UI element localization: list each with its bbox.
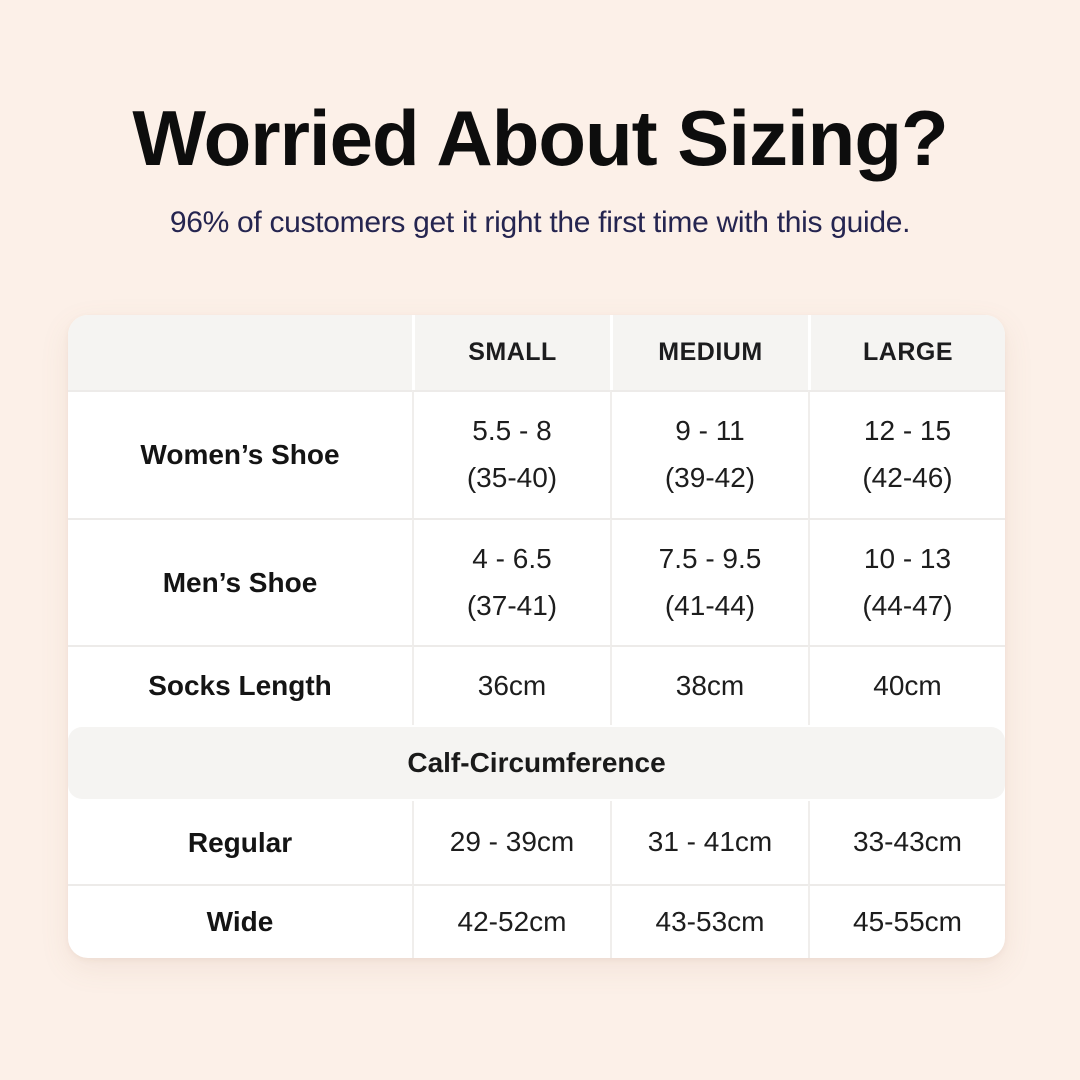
cell-wide-medium: 43-53cm bbox=[610, 884, 808, 958]
size-table-grid: SMALL MEDIUM LARGE Women’s Shoe 5.5 - 8 … bbox=[68, 315, 1005, 958]
value-line: (44-47) bbox=[862, 589, 953, 621]
size-table-card: SMALL MEDIUM LARGE Women’s Shoe 5.5 - 8 … bbox=[68, 315, 1005, 958]
cell-womens-large: 12 - 15 (42-46) bbox=[808, 390, 1005, 518]
value-line: 9 - 11 bbox=[675, 415, 745, 447]
section-band-row: Calf-Circumference bbox=[68, 725, 1005, 801]
value-line: (37-41) bbox=[466, 589, 558, 621]
value-line: 36cm bbox=[477, 669, 547, 701]
value-line: (42-46) bbox=[862, 462, 953, 493]
cell-mens-large: 10 - 13 (44-47) bbox=[808, 518, 1005, 645]
cell-socks-large: 40cm bbox=[808, 645, 1005, 725]
page-subtitle: 96% of customers get it right the first … bbox=[169, 206, 911, 239]
cell-mens-small: 4 - 6.5 (37-41) bbox=[412, 518, 610, 645]
cell-socks-small: 36cm bbox=[412, 645, 610, 725]
cell-regular-small: 29 - 39cm bbox=[412, 801, 610, 884]
row-label-womens-shoe: Women’s Shoe bbox=[68, 390, 412, 518]
row-label-wide: Wide bbox=[68, 884, 412, 958]
value-line: 33-43cm bbox=[853, 826, 962, 858]
row-label-regular: Regular bbox=[187, 826, 293, 858]
value-line: (35-40) bbox=[466, 462, 558, 493]
cell-wide-small: 42-52cm bbox=[412, 884, 610, 958]
value-line: 10 - 13 bbox=[863, 542, 952, 574]
value-line: 40cm bbox=[873, 669, 942, 701]
cell-womens-medium: 9 - 11 (39-42) bbox=[610, 390, 808, 518]
value-line: 38cm bbox=[675, 669, 745, 701]
col-header-large: LARGE bbox=[808, 315, 1005, 390]
value-line: 12 - 15 bbox=[863, 415, 952, 447]
cell-regular-large: 33-43cm bbox=[808, 801, 1005, 884]
value-line: (41-44) bbox=[664, 589, 756, 621]
col-header-small: SMALL bbox=[412, 315, 610, 390]
value-line: 29 - 39cm bbox=[449, 826, 575, 858]
value-line: 4 - 6.5 bbox=[472, 542, 552, 574]
cell-regular-medium: 31 - 41cm bbox=[610, 801, 808, 884]
value-line: 45-55cm bbox=[853, 905, 962, 937]
cell-socks-medium: 38cm bbox=[610, 645, 808, 725]
col-header-medium: MEDIUM bbox=[610, 315, 808, 390]
value-line: 31 - 41cm bbox=[647, 826, 773, 858]
cell-wide-large: 45-55cm bbox=[808, 884, 1005, 958]
cell-mens-medium: 7.5 - 9.5 (41-44) bbox=[610, 518, 808, 645]
table-corner-cell bbox=[68, 315, 412, 390]
value-line: 43-53cm bbox=[655, 905, 765, 937]
value-line: 5.5 - 8 bbox=[472, 415, 552, 447]
row-label-socks-length: Socks Length bbox=[68, 645, 412, 725]
value-line: 42-52cm bbox=[457, 905, 567, 937]
cell-womens-small: 5.5 - 8 (35-40) bbox=[412, 390, 610, 518]
page-title: Worried About Sizing? bbox=[132, 94, 948, 182]
value-line: 7.5 - 9.5 bbox=[658, 542, 762, 574]
value-line: (39-42) bbox=[664, 462, 756, 493]
section-header-calf-circumference: Calf-Circumference bbox=[68, 727, 1005, 799]
row-label-mens-shoe: Men’s Shoe bbox=[68, 518, 412, 645]
